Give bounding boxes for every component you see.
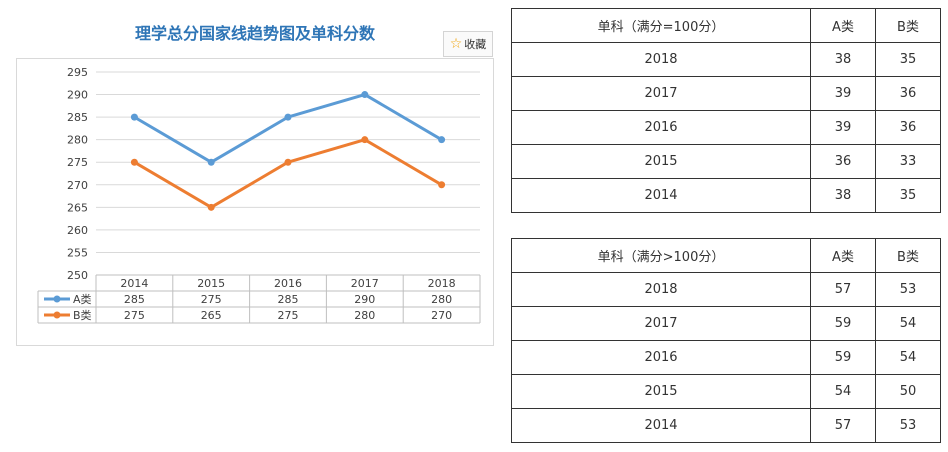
table-cell-a: 38 xyxy=(810,42,876,77)
table-cell-year: 2018 xyxy=(511,42,811,77)
legend-marker xyxy=(53,295,61,303)
data-point xyxy=(284,113,292,121)
table-row: 2015 54 50 xyxy=(511,374,941,409)
data-table-value: 280 xyxy=(354,309,375,322)
table-cell-year: 2015 xyxy=(511,144,811,179)
table-cell-b: 36 xyxy=(875,76,941,111)
star-icon: ☆ xyxy=(449,36,463,52)
legend-label: A类 xyxy=(73,292,92,306)
table-row: 2018 57 53 xyxy=(511,272,941,307)
table-cell-year: 2016 xyxy=(511,110,811,145)
series-line xyxy=(132,138,444,209)
table-row: 2016 39 36 xyxy=(511,110,941,145)
y-tick-label: 260 xyxy=(67,224,88,237)
data-table-value: 280 xyxy=(431,293,452,306)
table-cell-b: 53 xyxy=(875,272,941,307)
data-point xyxy=(130,158,138,166)
data-table-value: 275 xyxy=(124,309,145,322)
table-row: 2017 59 54 xyxy=(511,306,941,341)
data-point xyxy=(438,136,446,144)
series-line xyxy=(132,93,444,164)
table-header-subject: 单科（满分=100分） xyxy=(511,8,811,43)
y-tick-label: 290 xyxy=(67,89,88,102)
table-cell-a: 36 xyxy=(810,144,876,179)
table-cell-a: 54 xyxy=(810,374,876,409)
line-chart: 250 255 260 265 270 275 280 285 290 295 2014 2015 20… xyxy=(37,66,481,324)
data-point xyxy=(207,158,215,166)
y-tick-label: 265 xyxy=(67,201,88,214)
x-tick-label: 2014 xyxy=(120,277,148,290)
table-cell-a: 57 xyxy=(810,408,876,443)
table-cell-b: 35 xyxy=(875,42,941,77)
table-cell-b: 36 xyxy=(875,110,941,145)
table-cell-a: 39 xyxy=(810,110,876,145)
data-table-value: 285 xyxy=(278,293,299,306)
data-table-value: 275 xyxy=(278,309,299,322)
table-cell-year: 2015 xyxy=(511,374,811,409)
x-tick-label: 2018 xyxy=(428,277,456,290)
data-table-value: 265 xyxy=(201,309,222,322)
table-row: 2016 59 54 xyxy=(511,340,941,375)
data-point xyxy=(207,203,215,211)
table-cell-a: 59 xyxy=(810,306,876,341)
table-cell-b: 50 xyxy=(875,374,941,409)
data-point xyxy=(438,181,446,189)
favorite-button[interactable]: ☆ 收藏 xyxy=(443,31,493,57)
x-tick-label: 2017 xyxy=(351,277,379,290)
table-cell-year: 2014 xyxy=(511,408,811,443)
table-row: 2018 38 35 xyxy=(511,42,941,77)
table-cell-year: 2017 xyxy=(511,306,811,341)
table-cell-b: 53 xyxy=(875,408,941,443)
chart-frame xyxy=(16,58,494,346)
data-point xyxy=(361,91,369,99)
x-tick-label: 2015 xyxy=(197,277,225,290)
data-table-value: 290 xyxy=(354,293,375,306)
table-cell-a: 39 xyxy=(810,76,876,111)
table-header-row: 单科（满分=100分） A类 B类 xyxy=(511,8,941,43)
y-tick-label: 295 xyxy=(67,66,88,79)
table-cell-a: 38 xyxy=(810,178,876,213)
table-cell-year: 2017 xyxy=(511,76,811,111)
y-tick-label: 275 xyxy=(67,156,88,169)
table-row: 2014 38 35 xyxy=(511,178,941,213)
legend-marker xyxy=(53,311,61,319)
table-cell-b: 54 xyxy=(875,340,941,375)
y-tick-label: 280 xyxy=(67,134,88,147)
data-table-value: 285 xyxy=(124,293,145,306)
table-cell-b: 54 xyxy=(875,306,941,341)
table-header-row: 单科（满分>100分） A类 B类 xyxy=(511,238,941,273)
chart-title: 理学总分国家线趋势图及单科分数 xyxy=(134,24,375,43)
table-header-a: A类 xyxy=(810,8,876,43)
score-table-over-100: 单科（满分>100分） A类 B类 2018 57 53 2017 59 54 2016… xyxy=(511,238,941,443)
favorite-label: 收藏 xyxy=(464,38,487,51)
table-cell-year: 2016 xyxy=(511,340,811,375)
y-tick-label: 250 xyxy=(67,269,88,282)
data-point xyxy=(130,113,138,121)
table-cell-b: 33 xyxy=(875,144,941,179)
table-header-a: A类 xyxy=(810,238,876,273)
table-cell-b: 35 xyxy=(875,178,941,213)
data-table-value: 275 xyxy=(201,293,222,306)
table-header-b: B类 xyxy=(875,8,941,43)
y-tick-label: 285 xyxy=(67,111,88,124)
x-tick-label: 2016 xyxy=(274,277,302,290)
table-cell-year: 2018 xyxy=(511,272,811,307)
table-cell-a: 57 xyxy=(810,272,876,307)
table-header-subject: 单科（满分>100分） xyxy=(511,238,811,273)
y-tick-label: 255 xyxy=(67,246,88,259)
table-row: 2014 57 53 xyxy=(511,408,941,443)
data-table-value: 270 xyxy=(431,309,452,322)
y-tick-label: 270 xyxy=(67,179,88,192)
data-point xyxy=(284,158,292,166)
table-header-b: B类 xyxy=(875,238,941,273)
score-table-100: 单科（满分=100分） A类 B类 2018 38 35 2017 39 36 2016… xyxy=(511,8,941,213)
table-cell-year: 2014 xyxy=(511,178,811,213)
table-row: 2015 36 33 xyxy=(511,144,941,179)
table-row: 2017 39 36 xyxy=(511,76,941,111)
legend-label: B类 xyxy=(73,308,92,322)
table-cell-a: 59 xyxy=(810,340,876,375)
data-point xyxy=(361,136,369,144)
